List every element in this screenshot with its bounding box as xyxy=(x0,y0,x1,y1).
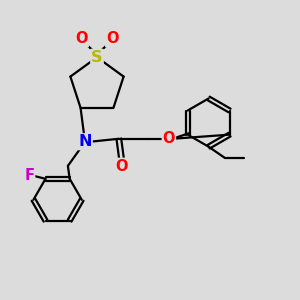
Text: F: F xyxy=(24,168,34,183)
Text: O: O xyxy=(163,131,175,146)
Text: N: N xyxy=(78,134,92,149)
Text: S: S xyxy=(91,50,103,65)
Text: O: O xyxy=(75,32,88,46)
Text: O: O xyxy=(106,32,118,46)
Text: O: O xyxy=(116,159,128,174)
